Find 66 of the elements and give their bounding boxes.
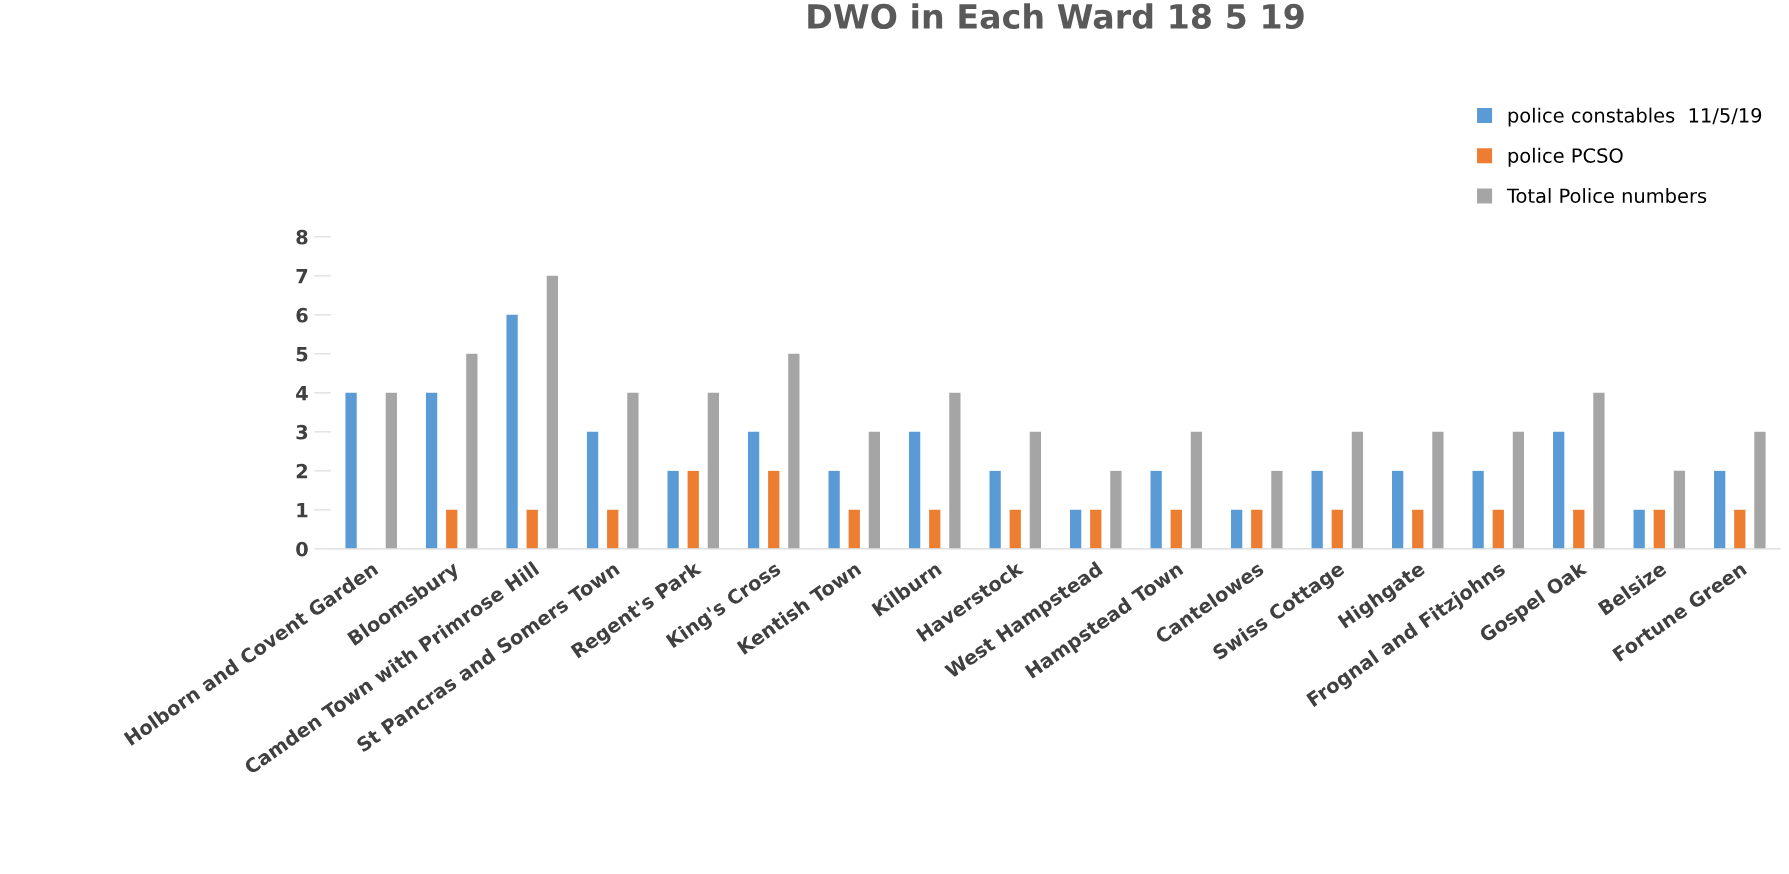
bar [949,392,961,549]
y-tick-label: 3 [296,424,308,440]
bar [768,470,780,549]
bar [1090,509,1102,549]
bar [1714,470,1726,549]
y-tick-label: 6 [296,307,308,323]
bar [446,509,458,549]
bar [828,470,840,549]
bar [1754,431,1766,549]
bar [466,353,478,549]
bar [1633,509,1645,549]
legend-label: police PCSO [1508,147,1623,167]
bar [586,431,599,549]
bar [1653,509,1665,549]
bar [546,275,558,549]
chart-title: DWO in Each Ward 18 5 19 [808,3,1304,29]
bar [868,431,881,549]
bar [526,509,538,549]
bar [385,392,397,549]
bar [1512,431,1525,549]
bar [1009,509,1021,549]
legend-label: Total Police numbers [1506,188,1707,204]
bar [425,392,438,549]
bar [908,431,921,549]
y-tick-label: 4 [296,386,308,401]
y-tick-label: 0 [296,541,308,557]
legend-label: police constables 11/5/19 [1508,107,1762,127]
bar [1351,431,1364,549]
bar [1190,431,1203,549]
bar [1492,509,1504,549]
bar [1553,431,1565,549]
bar [627,392,639,549]
bar [687,470,699,549]
bar [607,509,619,549]
bar [989,470,1001,549]
bar [1029,431,1042,549]
bar [1110,470,1122,549]
y-tick-label: 2 [296,463,308,479]
bar [1593,392,1605,549]
y-tick-label: 5 [296,347,308,362]
bar [1170,509,1182,549]
bar [1673,470,1686,549]
bar [506,314,518,549]
bar [1070,509,1082,549]
bar [788,353,800,549]
bar [929,509,941,549]
bar [667,470,679,549]
bar [1150,470,1162,549]
bar [1472,470,1484,549]
bar [707,392,719,549]
bar [345,392,357,549]
bar [1573,509,1585,549]
bar [747,431,760,549]
bar [1231,509,1243,549]
bar [1412,509,1424,549]
y-tick-label: 7 [296,269,308,284]
bar [1734,509,1746,549]
bar [1251,509,1263,549]
bar [1432,431,1444,549]
y-tick-label: 8 [296,229,308,245]
bar [1311,470,1323,549]
bar [1392,470,1404,549]
y-tick-label: 1 [297,503,308,518]
bar [848,509,860,549]
bar [1271,470,1283,549]
bar [1331,509,1343,549]
